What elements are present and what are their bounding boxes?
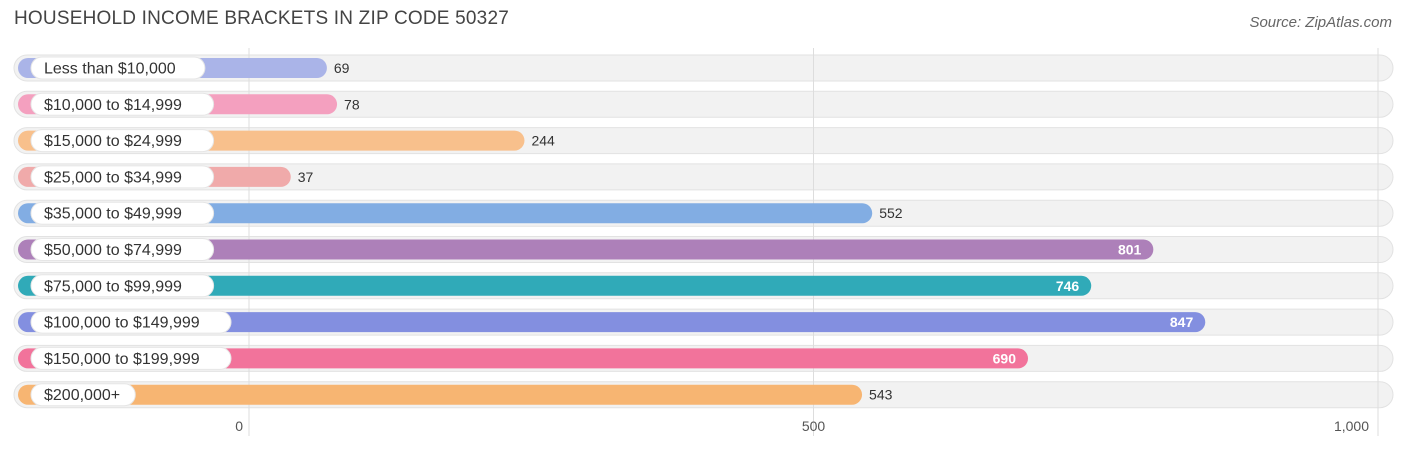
category-label-pill — [30, 165, 215, 189]
value-label: 37 — [298, 169, 314, 185]
category-label: $200,000+ — [44, 387, 120, 404]
category-label-pill — [30, 310, 232, 334]
category-label: $35,000 to $49,999 — [44, 206, 182, 223]
category-label: $75,000 to $99,999 — [44, 278, 182, 295]
chart-title: HOUSEHOLD INCOME BRACKETS IN ZIP CODE 50… — [14, 8, 509, 29]
category-label: $25,000 to $34,999 — [44, 169, 182, 186]
category-label-pill — [30, 129, 215, 153]
x-tick-label: 1,000 — [1334, 418, 1369, 434]
value-label: 69 — [334, 60, 350, 76]
value-label: 847 — [1170, 314, 1194, 330]
row-track — [13, 163, 1394, 191]
value-label: 552 — [879, 205, 903, 221]
bar — [18, 203, 873, 224]
value-label: 801 — [1118, 242, 1142, 258]
value-label: 746 — [1056, 278, 1080, 294]
category-label-pill — [30, 346, 232, 370]
category-label: $10,000 to $14,999 — [44, 97, 182, 114]
value-label: 78 — [344, 96, 360, 112]
category-label: Less than $10,000 — [44, 61, 176, 78]
bar — [18, 384, 863, 405]
category-label-pill — [30, 92, 215, 116]
row-track — [13, 54, 1394, 82]
chart-source: Source: ZipAtlas.com — [1249, 14, 1392, 31]
category-label-pill — [30, 274, 215, 298]
value-label: 690 — [993, 350, 1017, 366]
category-label-pill — [30, 56, 206, 80]
row-track — [13, 90, 1394, 118]
category-label-pill — [30, 201, 215, 225]
category-label: $150,000 to $199,999 — [44, 351, 200, 368]
value-label: 244 — [531, 133, 555, 149]
category-label: $15,000 to $24,999 — [44, 133, 182, 150]
value-label: 543 — [869, 387, 893, 403]
bar — [18, 275, 1092, 296]
x-tick-label: 0 — [235, 418, 243, 434]
category-label-pill — [30, 383, 136, 407]
category-label: $100,000 to $149,999 — [44, 315, 200, 332]
bar — [18, 348, 1029, 369]
category-label: $50,000 to $74,999 — [44, 242, 182, 259]
bar — [18, 239, 1154, 260]
category-label-pill — [30, 238, 215, 261]
bar — [18, 312, 1206, 333]
x-tick-label: 500 — [802, 418, 826, 434]
